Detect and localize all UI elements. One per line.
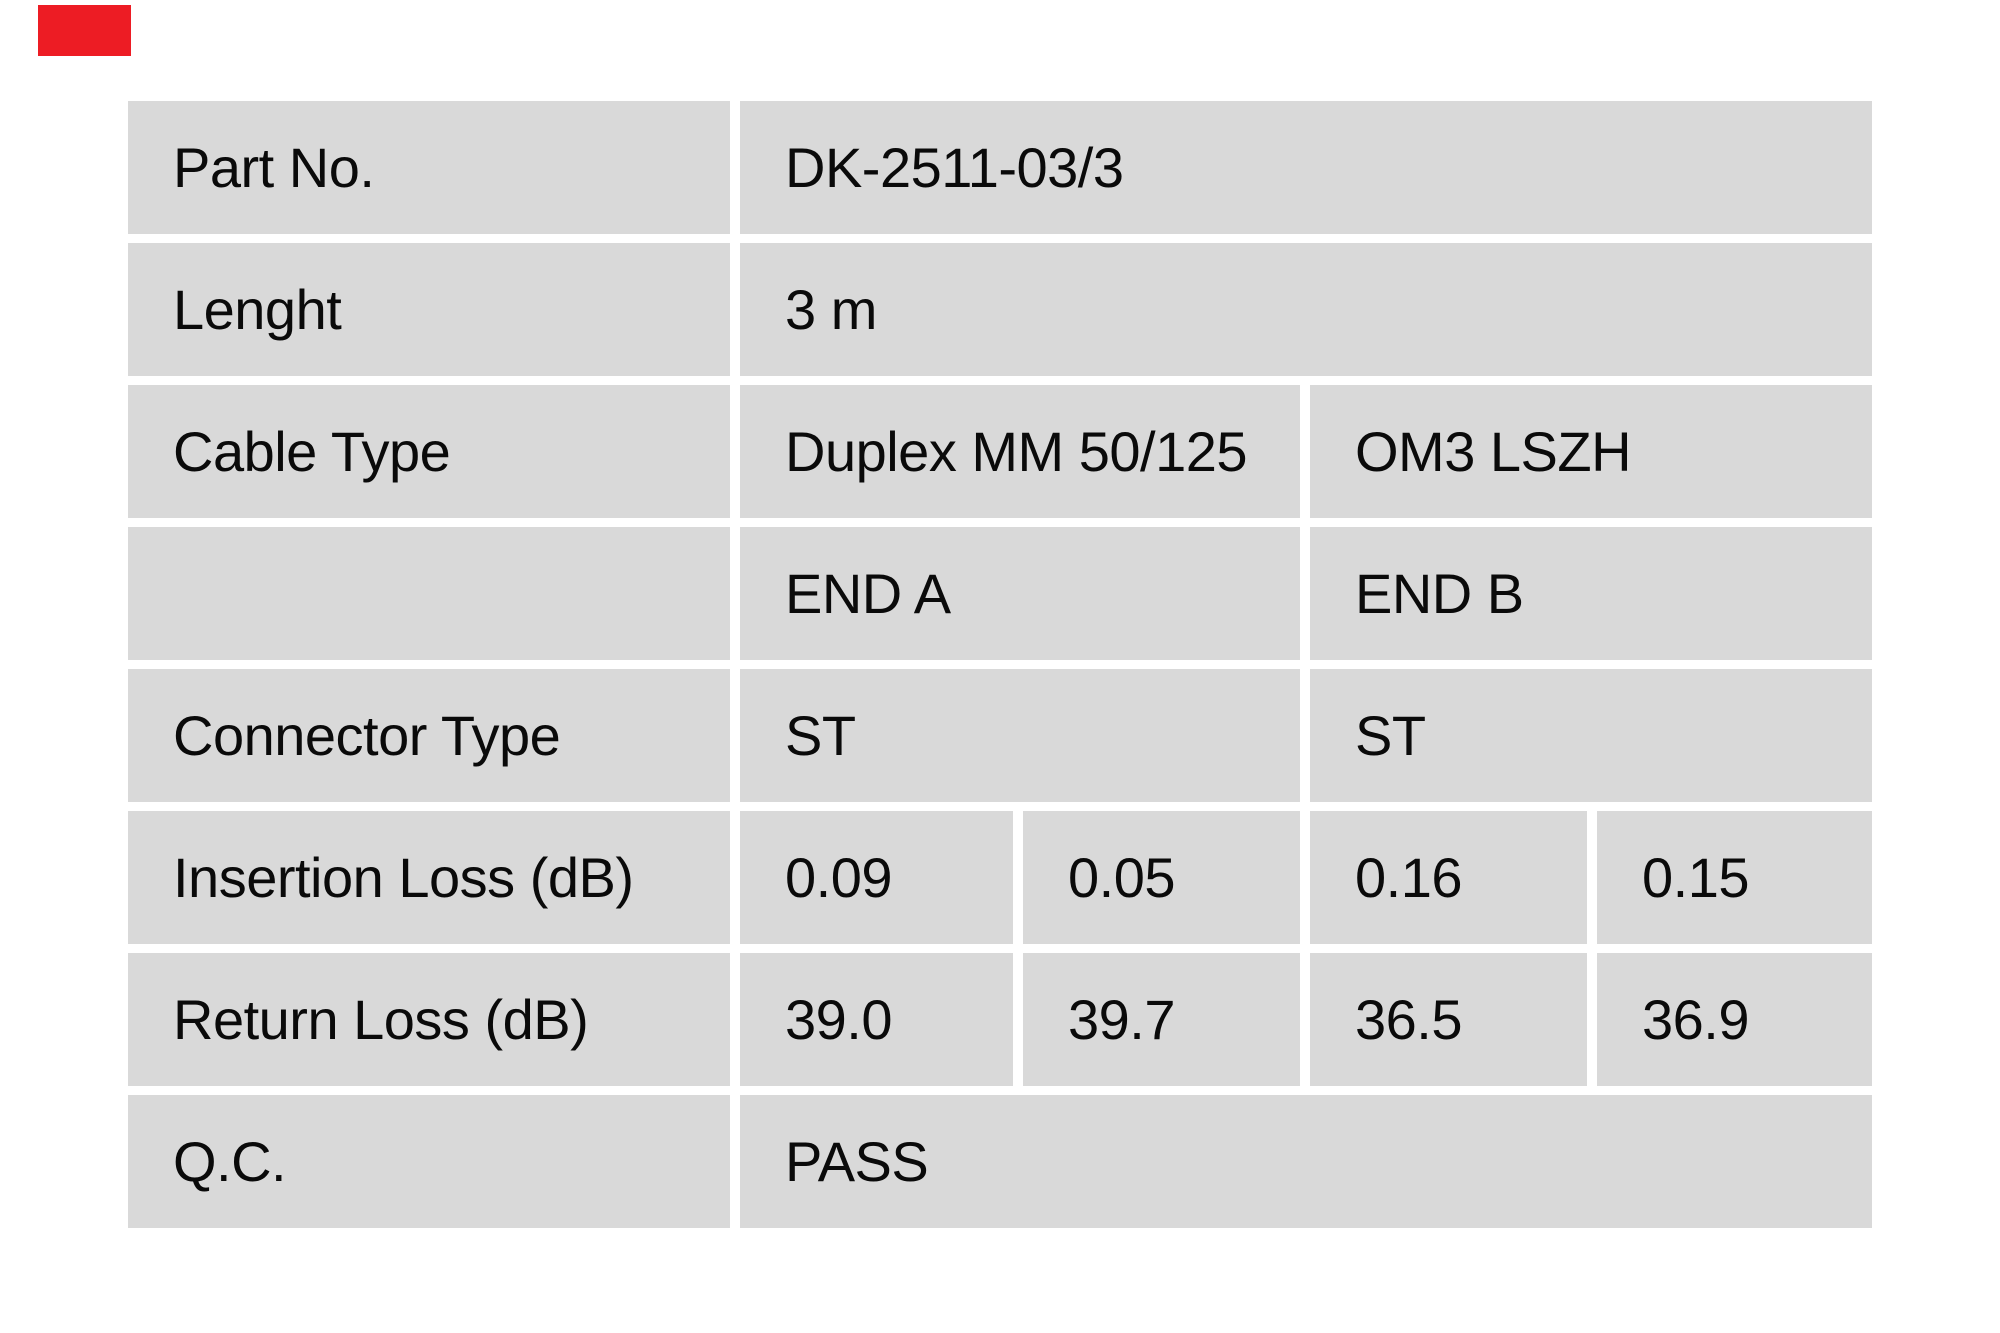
cable-type-label: Cable Type bbox=[128, 385, 730, 518]
length-value: 3 m bbox=[740, 243, 1872, 376]
qc-value: PASS bbox=[740, 1095, 1872, 1228]
end-a-header: END A bbox=[740, 527, 1300, 660]
part-no-label: Part No. bbox=[128, 101, 730, 234]
insertion-loss-end-b-2: 0.15 bbox=[1597, 811, 1872, 944]
table-row-part-no: Part No. DK-2511-03/3 bbox=[128, 101, 1872, 234]
table-row-end-headers: END A END B bbox=[128, 527, 1872, 660]
insertion-loss-label: Insertion Loss (dB) bbox=[128, 811, 730, 944]
table-row-insertion-loss: Insertion Loss (dB) 0.09 0.05 0.16 0.15 bbox=[128, 811, 1872, 944]
end-header-empty-cell bbox=[128, 527, 730, 660]
insertion-loss-end-a-1: 0.09 bbox=[740, 811, 1013, 944]
part-no-value: DK-2511-03/3 bbox=[740, 101, 1872, 234]
return-loss-end-b-1: 36.5 bbox=[1310, 953, 1587, 1086]
spec-table: Part No. DK-2511-03/3 Lenght 3 m Cable T… bbox=[128, 101, 1872, 1228]
insertion-loss-end-a-2: 0.05 bbox=[1023, 811, 1300, 944]
table-row-connector-type: Connector Type ST ST bbox=[128, 669, 1872, 802]
return-loss-end-a-1: 39.0 bbox=[740, 953, 1013, 1086]
connector-type-end-a: ST bbox=[740, 669, 1300, 802]
return-loss-end-a-2: 39.7 bbox=[1023, 953, 1300, 1086]
qc-label: Q.C. bbox=[128, 1095, 730, 1228]
connector-type-label: Connector Type bbox=[128, 669, 730, 802]
length-label: Lenght bbox=[128, 243, 730, 376]
insertion-loss-end-b-1: 0.16 bbox=[1310, 811, 1587, 944]
cable-type-value-2: OM3 LSZH bbox=[1310, 385, 1872, 518]
end-b-header: END B bbox=[1310, 527, 1872, 660]
table-row-cable-type: Cable Type Duplex MM 50/125 OM3 LSZH bbox=[128, 385, 1872, 518]
table-row-return-loss: Return Loss (dB) 39.0 39.7 36.5 36.9 bbox=[128, 953, 1872, 1086]
table-row-length: Lenght 3 m bbox=[128, 243, 1872, 376]
top-left-red-marker bbox=[38, 5, 131, 56]
cable-type-value-1: Duplex MM 50/125 bbox=[740, 385, 1300, 518]
table-row-qc: Q.C. PASS bbox=[128, 1095, 1872, 1228]
return-loss-end-b-2: 36.9 bbox=[1597, 953, 1872, 1086]
return-loss-label: Return Loss (dB) bbox=[128, 953, 730, 1086]
connector-type-end-b: ST bbox=[1310, 669, 1872, 802]
